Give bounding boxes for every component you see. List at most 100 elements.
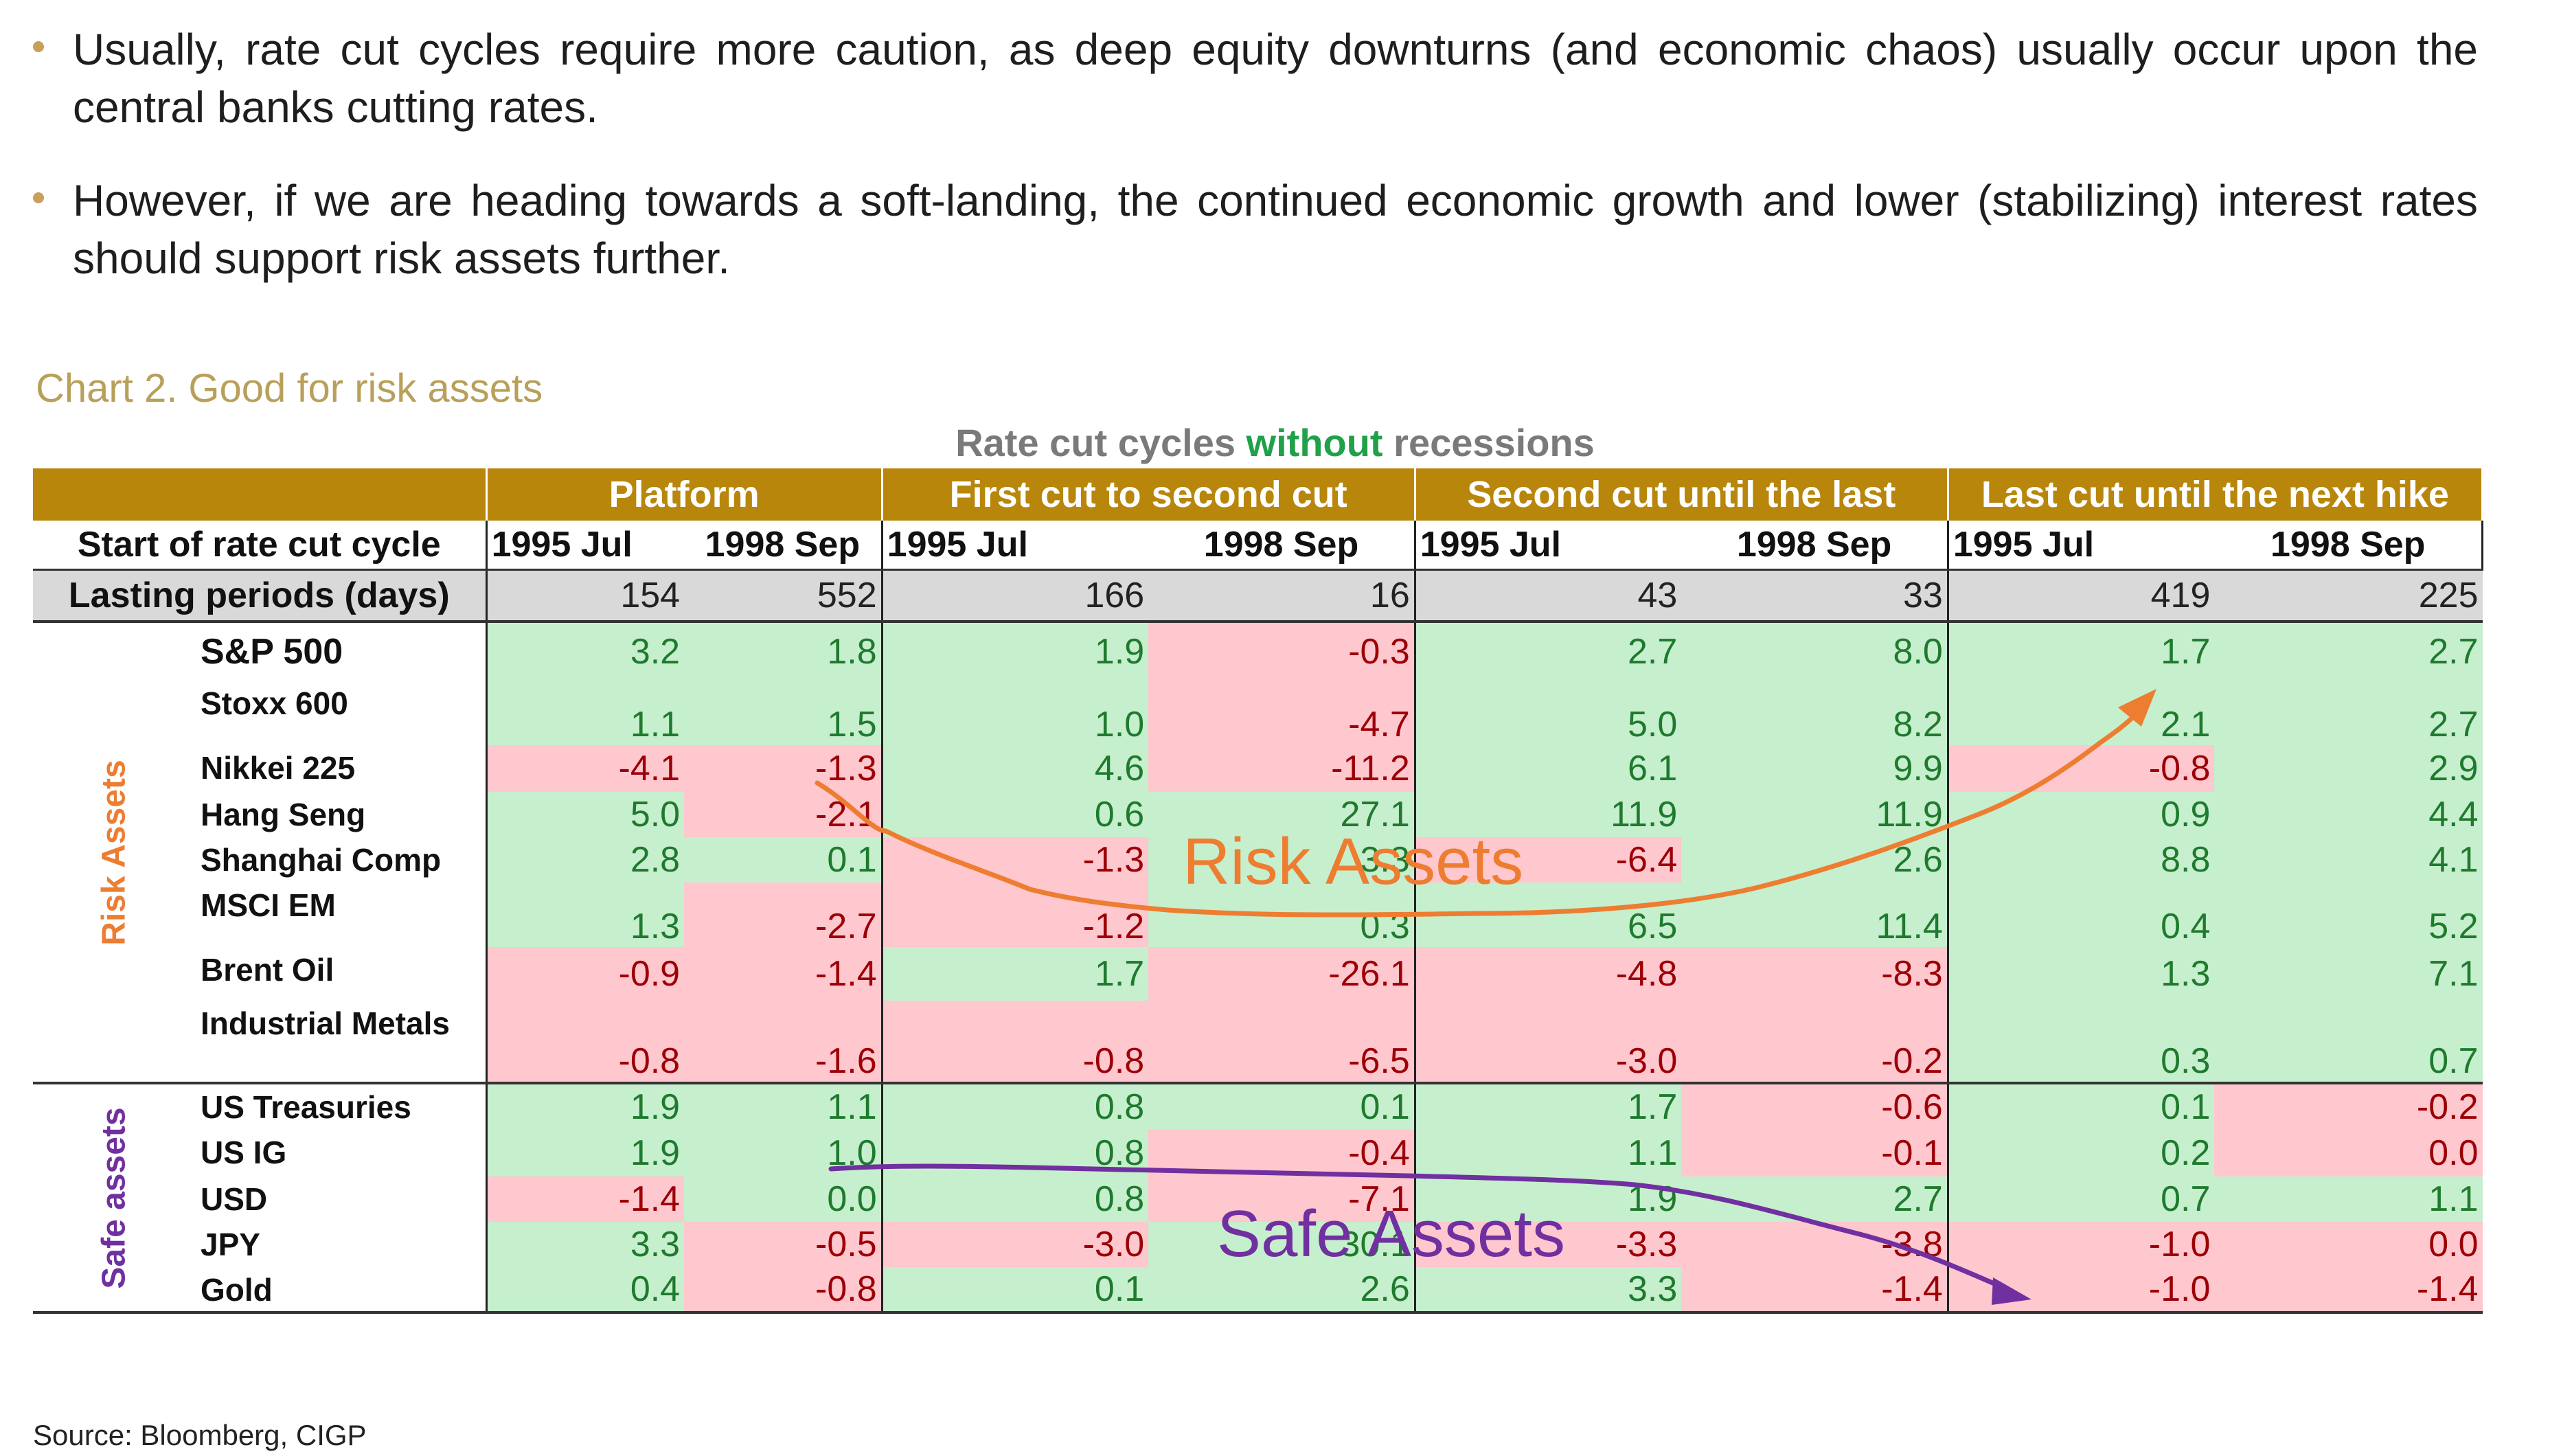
asset-row: Industrial Metals -0.8 -1.6 -0.8 -6.5 -3.0 -0.… [33,1001,2483,1083]
cycle-cell: 1995 Jul [485,521,685,571]
value-cell: 0.8 [880,1176,1149,1222]
value-cell: -0.5 [684,1222,883,1267]
bullet-text: Usually, rate cut cycles require more ca… [73,25,2478,132]
value-cell: 2.6 [1148,1267,1415,1314]
value-cell: -2.1 [684,792,883,837]
value-cell: -4.7 [1148,681,1415,745]
cycle-cell: 1998 Sep [684,521,883,571]
value-cell: -0.9 [485,947,685,1001]
asset-name: Gold [33,1267,487,1314]
bullet-text: However, if we are heading towards a sof… [73,176,2478,283]
asset-name: US Treasuries [33,1082,487,1130]
table-title: Rate cut cycles without recessions [0,420,2550,465]
value-cell: 8.8 [1946,837,2215,883]
value-cell: 1.7 [1946,620,2215,681]
value-cell: 0.8 [880,1130,1149,1176]
value-cell: -6.5 [1148,1001,1415,1083]
value-cell: 11.4 [1681,883,1948,947]
value-cell: -11.2 [1148,745,1415,792]
value-cell: 1.1 [1413,1130,1682,1176]
table-title-highlight: without [1246,421,1383,464]
cycle-cell: 1998 Sep [1681,521,1948,571]
days-cell: 33 [1681,569,1948,623]
value-cell: 0.6 [880,792,1149,837]
value-cell: 1.8 [684,620,883,681]
value-cell: -1.6 [684,1001,883,1083]
value-cell: -1.4 [684,947,883,1001]
chart-title: Chart 2. Good for risk assets [36,366,543,411]
asset-name: MSCI EM [33,883,487,947]
value-cell: 2.8 [485,837,685,883]
value-cell: -1.0 [1946,1222,2215,1267]
asset-name: Nikkei 225 [33,745,487,792]
value-cell: 0.4 [1946,883,2215,947]
value-cell: 1.9 [485,1082,685,1130]
group-header-row: Platform First cut to second cut Second … [33,468,2484,521]
asset-name: Shanghai Comp [33,837,487,883]
bullet-item: However, if we are heading towards a sof… [33,172,2478,287]
value-cell: -2.7 [684,883,883,947]
value-cell: 2.7 [2214,620,2483,681]
value-cell: 0.1 [880,1267,1149,1314]
safe-assets-section-label: Safe assets [95,1106,133,1289]
value-cell: -26.1 [1148,947,1415,1001]
days-cell: 419 [1946,569,2215,623]
bullet-dot-icon [33,192,44,203]
value-cell: 3.3 [485,1222,685,1267]
value-cell: -3.8 [1681,1222,1948,1267]
asset-row: S&P 500 3.2 1.8 1.9 -0.3 2.7 8.0 1.7 2.7 [33,620,2483,681]
value-cell: 0.8 [880,1082,1149,1130]
safe-assets-annotation: Safe Assets [1217,1197,1565,1271]
value-cell: -1.4 [485,1176,685,1222]
value-cell: -0.2 [2214,1082,2483,1130]
bullet-item: Usually, rate cut cycles require more ca… [33,21,2478,136]
value-cell: 5.2 [2214,883,2483,947]
value-cell: 0.4 [485,1267,685,1314]
value-cell: -1.3 [684,745,883,792]
source-note: Source: Bloomberg, CIGP [33,1419,367,1451]
value-cell: 2.6 [1681,837,1948,883]
risk-assets-section-label: Risk Assets [95,759,133,946]
cycle-cell: 1995 Jul [1946,521,2215,571]
value-cell: 9.9 [1681,745,1948,792]
value-cell: -4.1 [485,745,685,792]
cycle-cell: 1995 Jul [1413,521,1682,571]
value-cell: 2.7 [2214,681,2483,745]
value-cell: -1.4 [1681,1267,1948,1314]
value-cell: 7.1 [2214,947,2483,1001]
value-cell: 0.0 [2214,1130,2483,1176]
value-cell: -3.0 [1413,1001,1682,1083]
value-cell: 1.7 [880,947,1149,1001]
value-cell: 0.1 [1946,1082,2215,1130]
days-cell: 552 [684,569,883,623]
value-cell: -4.8 [1413,947,1682,1001]
value-cell: -1.3 [880,837,1149,883]
value-cell: -0.3 [1148,620,1415,681]
value-cell: -0.8 [880,1001,1149,1083]
value-cell: -3.0 [880,1222,1149,1267]
value-cell: 4.6 [880,745,1149,792]
value-cell: 8.2 [1681,681,1948,745]
asset-name: S&P 500 [33,620,487,681]
days-cell: 154 [485,569,685,623]
value-cell: 0.7 [1946,1176,2215,1222]
row-header: Lasting periods (days) [33,569,487,623]
value-cell: 5.0 [1413,681,1682,745]
value-cell: 1.1 [2214,1176,2483,1222]
asset-name: Hang Seng [33,792,487,837]
group-header: Platform [486,468,883,521]
asset-row: US IG 1.9 1.0 0.8 -0.4 1.1 -0.1 0.2 0.0 [33,1130,2483,1176]
value-cell: 0.0 [2214,1222,2483,1267]
value-cell: 1.5 [684,681,883,745]
value-cell: 2.7 [1413,620,1682,681]
value-cell: -0.8 [684,1267,883,1314]
cycle-cell: 1998 Sep [2214,521,2484,571]
value-cell: 2.1 [1946,681,2215,745]
value-cell: 3.3 [1413,1267,1682,1314]
group-header: Second cut until the last [1415,468,1949,521]
value-cell: 1.7 [1413,1082,1682,1130]
asset-name: Industrial Metals [33,1001,487,1083]
bullet-dot-icon [33,41,44,52]
value-cell: 1.9 [880,620,1149,681]
value-cell: 0.1 [684,837,883,883]
